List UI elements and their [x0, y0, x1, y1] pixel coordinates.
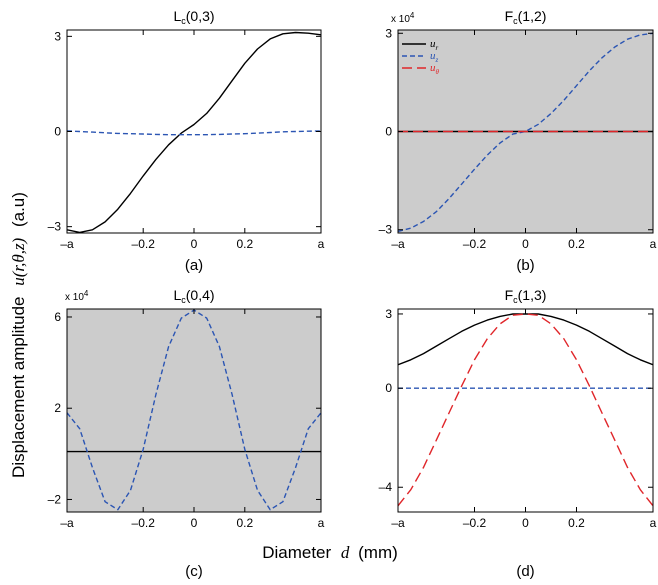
x-tick-label: 0	[191, 516, 198, 530]
chart-title: Fc(1,3)	[505, 287, 547, 305]
legend-label: ur	[430, 38, 439, 52]
chart-title: Lc(0,3)	[173, 8, 214, 26]
series-group	[67, 31, 321, 233]
y-tick-label: 3	[54, 29, 61, 43]
y-tick-label: 3	[385, 26, 392, 40]
y-axis-label-main: Displacement amplitude	[9, 297, 28, 478]
x-tick-label: a	[318, 516, 325, 530]
chart-panel-1: –a –0.2 0 0.2 a –3 0 3 Lc(0,3) (a)	[48, 8, 325, 274]
x-tick-label: 0.2	[568, 237, 585, 251]
x-axis-label: Diameter d (mm)	[262, 543, 398, 562]
y-axis-label-unit: (a.u)	[9, 192, 28, 227]
panel-label: (a)	[185, 257, 203, 274]
panel-label: (d)	[516, 563, 534, 580]
x-tick-label: a	[650, 516, 657, 530]
y-axis-label: Displacement amplitude u(r,θ,z) (a.u)	[9, 192, 28, 478]
x-tick-label: 0.2	[236, 516, 253, 530]
y-tick-label: 2	[54, 401, 61, 415]
axis-multiplier: x 104	[391, 11, 415, 25]
plot-background	[67, 309, 321, 512]
series-line-ur	[67, 31, 321, 233]
axis-multiplier: x 104	[65, 289, 89, 303]
chart-panel-3: –a –0.2 0 0.2 a –2 2 6 Lc(0,4) x 104 (c)	[48, 287, 325, 580]
x-tick-label: –0.2	[463, 237, 487, 251]
y-tick-label: 3	[385, 307, 392, 321]
x-tick-label: 0	[191, 237, 198, 251]
legend-label: uz	[430, 50, 439, 64]
chart-title: Fc(1,2)	[505, 8, 547, 26]
x-tick-label: –a	[60, 237, 74, 251]
y-axis-label-func: u(r,θ,z)	[9, 237, 28, 285]
x-tick-label: –0.2	[132, 237, 156, 251]
series-line-uz	[67, 130, 321, 136]
series-line-uz	[398, 32, 653, 233]
y-tick-label: 0	[385, 125, 392, 139]
series-group	[398, 32, 653, 233]
y-tick-label: 0	[385, 381, 392, 395]
x-axis-label-unit: (mm)	[358, 543, 398, 562]
panel-label: (b)	[516, 257, 534, 274]
y-tick-label: –3	[48, 220, 62, 234]
y-tick-label: 0	[54, 125, 61, 139]
x-tick-label: a	[650, 237, 657, 251]
y-tick-label: –4	[379, 480, 393, 494]
panels: –a –0.2 0 0.2 a –3 0 3 Lc(0,3) (a) –a –0.2 0 0.2 a –3 0 3…	[48, 8, 657, 580]
x-axis-label-main: Diameter	[262, 543, 331, 562]
x-tick-label: –0.2	[132, 516, 156, 530]
x-axis-label-var: d	[341, 543, 350, 562]
x-tick-label: –a	[391, 516, 405, 530]
legend-label: uθ	[430, 62, 440, 76]
plot-background	[398, 309, 653, 512]
x-tick-label: –a	[391, 237, 405, 251]
x-tick-label: 0.2	[568, 516, 585, 530]
x-tick-label: 0	[522, 237, 529, 251]
x-tick-label: 0	[522, 516, 529, 530]
x-tick-label: 0.2	[236, 237, 253, 251]
x-tick-label: –a	[60, 516, 74, 530]
y-tick-label: –2	[48, 492, 62, 506]
y-tick-label: –3	[379, 223, 393, 237]
x-tick-label: –0.2	[463, 516, 487, 530]
y-tick-label: 6	[54, 310, 61, 324]
panel-label: (c)	[185, 563, 203, 580]
chart-panel-4: –a –0.2 0 0.2 a –4 0 3 Fc(1,3) (d)	[379, 287, 657, 580]
chart-title: Lc(0,4)	[173, 287, 214, 305]
x-tick-label: a	[318, 237, 325, 251]
